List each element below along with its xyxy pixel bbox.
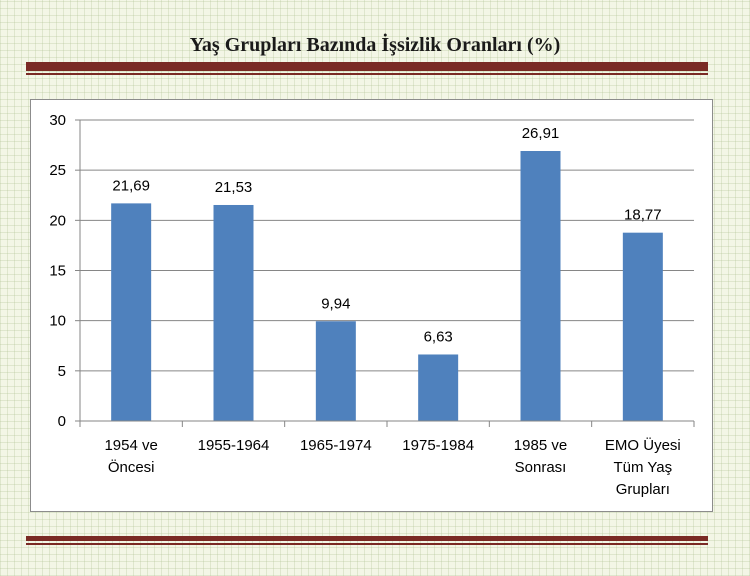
x-tick-label: 1955-1964: [198, 437, 270, 454]
x-tick-label: 1954 ve Öncesi: [104, 437, 157, 476]
chart-frame: 0 5 10 15 20 25 30 21,69 1954 ve Öncesi 21,53 1955-…: [30, 99, 713, 512]
bar: [418, 354, 459, 421]
x-tick-label: 1975-1984: [402, 437, 474, 454]
y-tick-label: 10: [49, 313, 66, 330]
bar: [520, 151, 561, 421]
x-tick-label-line: 1954 ve: [104, 437, 157, 454]
x-tick-label-line: 1965-1974: [300, 437, 372, 454]
title-rule-thick: [26, 62, 708, 71]
y-tick-label: 25: [49, 162, 66, 179]
footer-rule-thin: [26, 543, 708, 545]
y-tick-label: 5: [58, 363, 66, 380]
bar-chart: 0 5 10 15 20 25 30 21,69 1954 ve Öncesi 21,53 1955-…: [49, 112, 695, 498]
y-tick-label: 15: [49, 263, 66, 280]
bar: [315, 321, 356, 421]
title-rule-thin: [26, 73, 708, 75]
bar: [622, 232, 663, 421]
y-tick-label: 30: [49, 112, 66, 129]
x-tick-label-line: Grupları: [616, 481, 670, 498]
x-tick-label: 1985 ve Sonrası: [514, 437, 567, 476]
footer-rule-thick: [26, 536, 708, 541]
bar: [111, 203, 152, 421]
bar: [213, 204, 254, 421]
x-tick-label-line: 1955-1964: [198, 437, 270, 454]
data-label: 21,69: [112, 177, 150, 194]
x-tick-label-line: Tüm Yaş: [614, 459, 673, 476]
data-label: 21,53: [215, 179, 253, 196]
x-tick-label-line: 1975-1984: [402, 437, 474, 454]
x-tick-label-line: EMO Üyesi: [605, 436, 681, 454]
x-tick-label: 1965-1974: [300, 437, 372, 454]
data-label: 18,77: [624, 207, 662, 224]
data-label: 26,91: [522, 125, 560, 142]
data-label: 9,94: [321, 295, 350, 312]
x-tick-label-line: 1985 ve: [514, 437, 567, 454]
y-tick-label: 20: [49, 212, 66, 229]
slide-title: Yaş Grupları Bazında İşsizlik Oranları (…: [189, 34, 561, 56]
x-tick-label-line: Sonrası: [515, 459, 567, 476]
data-label: 6,63: [424, 328, 453, 345]
y-tick-label: 0: [58, 413, 66, 430]
x-tick-label-line: Öncesi: [108, 458, 155, 476]
x-tick-label: EMO Üyesi Tüm Yaş Grupları: [605, 436, 681, 498]
